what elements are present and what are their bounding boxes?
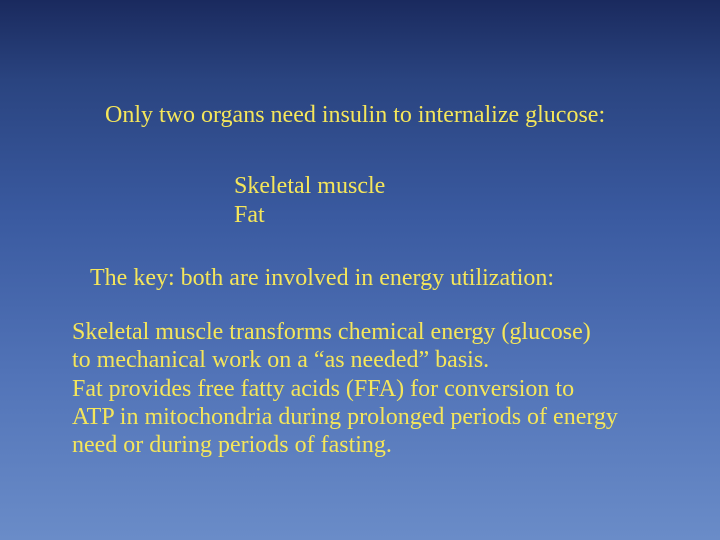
body-line: ATP in mitochondria during prolonged per… (72, 403, 662, 431)
heading-organs: Only two organs need insulin to internal… (105, 102, 605, 129)
body-line: Fat provides free fatty acids (FFA) for … (72, 375, 662, 403)
organ-list: Skeletal muscle Fat (234, 172, 385, 230)
body-line: to mechanical work on a “as needed” basi… (72, 346, 662, 374)
body-line: Skeletal muscle transforms chemical ener… (72, 318, 662, 346)
list-item: Fat (234, 201, 385, 230)
list-item: Skeletal muscle (234, 172, 385, 201)
body-text: Skeletal muscle transforms chemical ener… (72, 318, 662, 460)
body-line: need or during periods of fasting. (72, 431, 662, 459)
heading-key: The key: both are involved in energy uti… (90, 265, 554, 292)
slide: Only two organs need insulin to internal… (0, 0, 720, 540)
